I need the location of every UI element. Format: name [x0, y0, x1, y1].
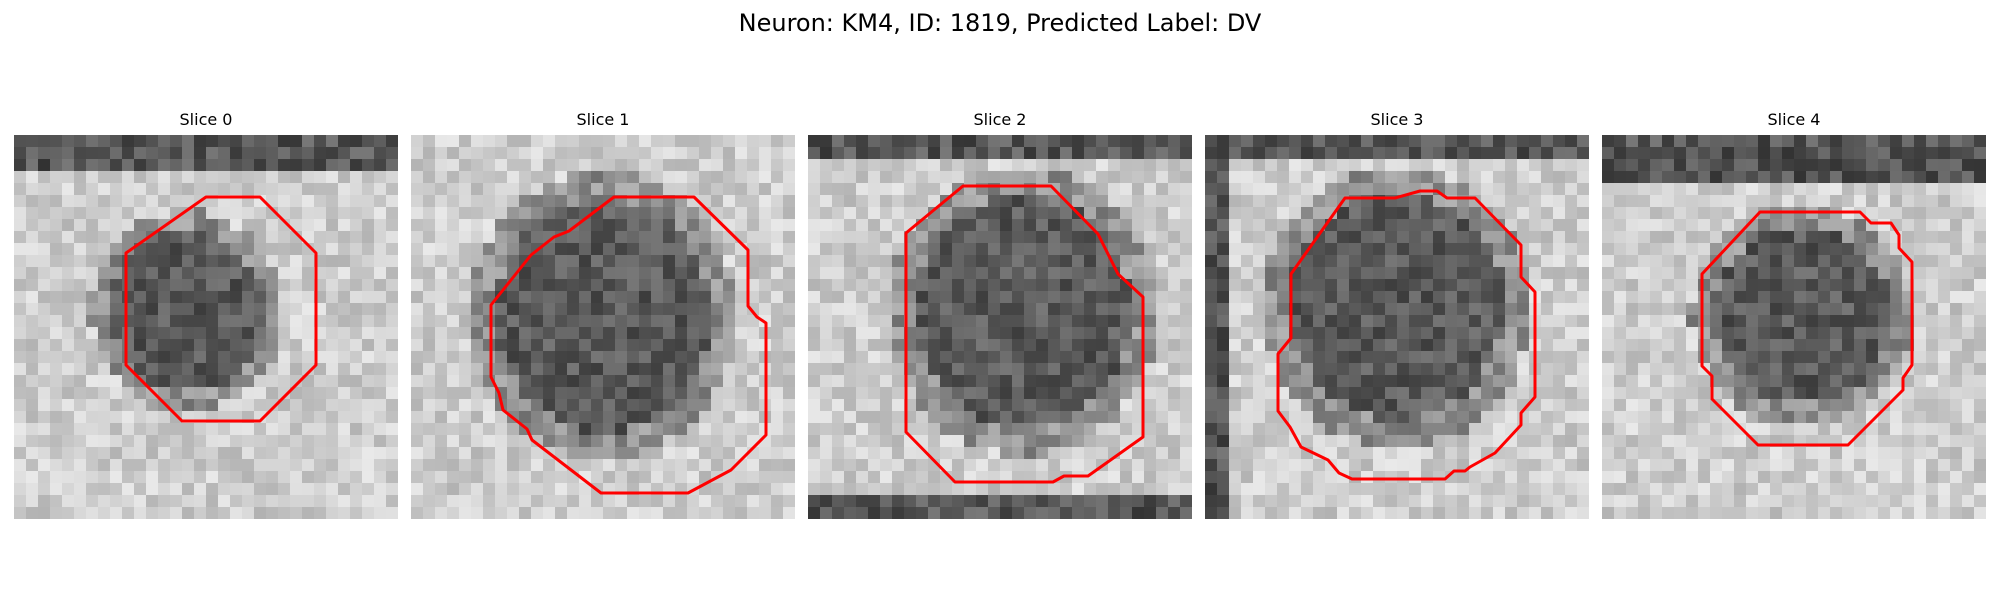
slice-pixels-1 [411, 135, 795, 519]
slice-panel-1: Slice 1 [411, 109, 795, 521]
slice-panel-3: Slice 3 [1205, 109, 1589, 521]
slice-title-1: Slice 1 [576, 110, 630, 129]
slice-title-2: Slice 2 [973, 110, 1027, 129]
slice-image-2 [808, 135, 1192, 519]
slice-image-4 [1602, 135, 1986, 519]
slice-panel-0: Slice 0 [14, 109, 398, 521]
slice-pixels-3 [1205, 135, 1589, 519]
slice-title-0: Slice 0 [179, 110, 233, 129]
slice-panel-2: Slice 2 [808, 109, 1192, 521]
slice-image-3 [1205, 135, 1589, 519]
slice-title-3: Slice 3 [1370, 110, 1424, 129]
roi-contour-1 [489, 195, 768, 495]
slice-title-4: Slice 4 [1767, 110, 1821, 129]
slice-image-1 [411, 135, 795, 519]
roi-contour-2 [904, 184, 1145, 484]
slice-pixels-4 [1602, 135, 1986, 519]
slice-image-0 [14, 135, 398, 519]
slice-pixels-2 [808, 135, 1192, 519]
slice-panel-4: Slice 4 [1602, 109, 1986, 521]
roi-contour-4 [1700, 210, 1914, 447]
roi-contour-0 [124, 195, 318, 423]
figure-title: Neuron: KM4, ID: 1819, Predicted Label: … [738, 9, 1262, 37]
roi-contour-3 [1276, 189, 1537, 481]
slice-pixels-0 [14, 135, 398, 519]
